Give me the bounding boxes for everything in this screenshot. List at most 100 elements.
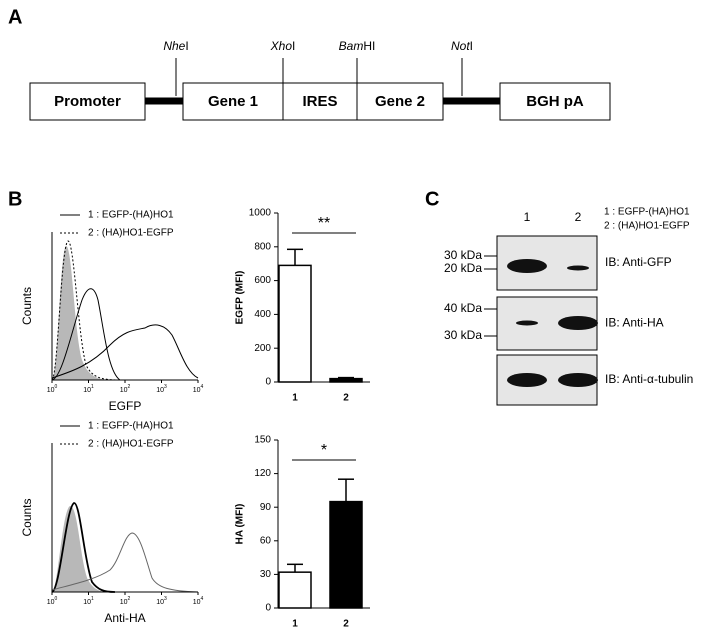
tick-exp: 4 xyxy=(201,384,204,390)
marker-label: 20 kDa xyxy=(444,261,482,275)
construct-box xyxy=(182,82,284,121)
x-tick-label: 1 xyxy=(292,393,298,404)
lane-label: 1 xyxy=(524,210,531,224)
lane-label: 2 xyxy=(575,210,582,224)
tick-exp: 0 xyxy=(55,384,58,390)
y-axis-label: EGFP (MFI) xyxy=(235,271,246,325)
tick-base: 10 xyxy=(120,599,128,606)
x-tick-label: 100 xyxy=(47,384,58,394)
blot-band xyxy=(558,316,598,330)
legend-text: 2 : (HA)HO1-EGFP xyxy=(88,439,174,450)
y-tick-label: 1000 xyxy=(249,208,272,219)
legend-text: 1 : EGFP-(HA)HO1 xyxy=(88,210,174,221)
x-tick-label: 2 xyxy=(343,393,349,404)
y-tick-label: 150 xyxy=(254,435,271,446)
site-roman: I xyxy=(292,39,295,53)
y-axis-label: Counts xyxy=(20,498,34,536)
tick-exp: 2 xyxy=(128,384,131,390)
x-tick-label: 104 xyxy=(193,596,204,606)
x-tick-label: 100 xyxy=(47,596,58,606)
tick-exp: 3 xyxy=(164,596,167,602)
x-axis-label: EGFP xyxy=(109,399,142,413)
marker-label: 30 kDa xyxy=(444,248,482,262)
x-tick-label: 101 xyxy=(83,596,94,606)
blot-band xyxy=(507,259,547,273)
bar xyxy=(278,264,312,383)
panel-label: C xyxy=(425,188,439,210)
tick-exp: 2 xyxy=(128,596,131,602)
y-tick-label: 200 xyxy=(254,343,271,354)
construct-label: Promoter xyxy=(54,93,121,110)
blot-label: IB: Anti-α-tubulin xyxy=(605,372,693,386)
construct-box xyxy=(499,82,611,121)
significance-label: * xyxy=(321,442,327,459)
x-tick-label: 104 xyxy=(193,384,204,394)
flow-histogram-bottom xyxy=(51,502,199,593)
construct-label: BGH pA xyxy=(526,93,584,110)
tick-base: 10 xyxy=(47,387,55,394)
significance-label: ** xyxy=(318,215,330,232)
blot-band xyxy=(507,373,547,387)
site-label: XhoI xyxy=(270,39,296,53)
bar xyxy=(278,571,312,609)
tick-exp: 4 xyxy=(201,596,204,602)
blot-band xyxy=(516,320,538,326)
legend-text: 2 : (HA)HO1-EGFP xyxy=(604,221,690,232)
tick-exp: 1 xyxy=(91,596,94,602)
legend-text: 2 : (HA)HO1-EGFP xyxy=(88,228,174,239)
panel-label: B xyxy=(8,188,22,210)
legend-text: 1 : EGFP-(HA)HO1 xyxy=(604,207,690,218)
site-label: NheI xyxy=(163,39,188,53)
panel-label: A xyxy=(8,6,22,28)
site-roman: HI xyxy=(363,39,375,53)
tick-base: 10 xyxy=(120,387,128,394)
x-tick-label: 101 xyxy=(83,384,94,394)
tick-base: 10 xyxy=(83,387,91,394)
y-tick-label: 800 xyxy=(254,241,271,252)
blot-label: IB: Anti-HA xyxy=(605,316,664,330)
x-tick-label: 102 xyxy=(120,596,131,606)
x-axis-label: Anti-HA xyxy=(104,611,145,625)
construct-label: Gene 1 xyxy=(208,93,258,110)
site-label: NotI xyxy=(451,39,473,53)
site-italic: Bam xyxy=(339,39,364,53)
tick-base: 10 xyxy=(193,387,201,394)
y-tick-label: 0 xyxy=(265,603,271,614)
legend-text: 1 : EGFP-(HA)HO1 xyxy=(88,421,174,432)
site-italic: Xho xyxy=(270,39,293,53)
tick-exp: 1 xyxy=(91,384,94,390)
tick-base: 10 xyxy=(193,599,201,606)
site-italic: Not xyxy=(451,39,470,53)
construct-box xyxy=(282,82,358,121)
y-tick-label: 90 xyxy=(260,502,272,513)
tick-exp: 3 xyxy=(164,384,167,390)
y-tick-label: 120 xyxy=(254,468,271,479)
site-roman: I xyxy=(185,39,188,53)
y-tick-label: 600 xyxy=(254,275,271,286)
site-italic: Nhe xyxy=(163,39,185,53)
y-tick-label: 60 xyxy=(260,535,272,546)
construct-box xyxy=(29,82,146,121)
construct-box xyxy=(356,82,444,121)
x-tick-label: 1 xyxy=(292,619,298,630)
x-tick-label: 2 xyxy=(343,619,349,630)
x-tick-label: 103 xyxy=(156,596,167,606)
blot-label: IB: Anti-GFP xyxy=(605,255,672,269)
tick-base: 10 xyxy=(156,599,164,606)
tick-base: 10 xyxy=(83,599,91,606)
x-tick-label: 103 xyxy=(156,384,167,394)
marker-label: 40 kDa xyxy=(444,301,482,315)
site-label: BamHI xyxy=(339,39,376,53)
tick-base: 10 xyxy=(47,599,55,606)
construct-label: IRES xyxy=(302,93,337,110)
tick-exp: 0 xyxy=(55,596,58,602)
bar xyxy=(329,500,363,609)
construct-label: Gene 2 xyxy=(375,93,425,110)
y-axis-label: HA (MFI) xyxy=(235,504,246,545)
bar xyxy=(329,377,363,383)
blot-band xyxy=(567,265,589,271)
y-tick-label: 30 xyxy=(260,569,272,580)
y-axis-label: Counts xyxy=(20,287,34,325)
tick-base: 10 xyxy=(156,387,164,394)
